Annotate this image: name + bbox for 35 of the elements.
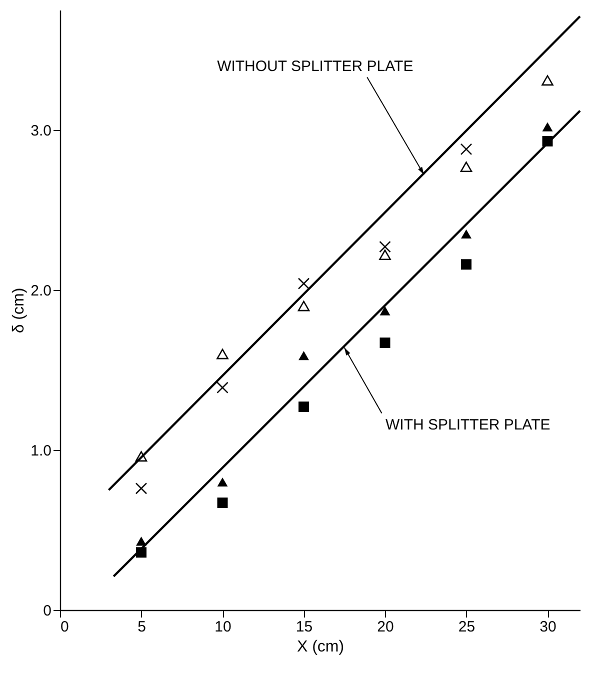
point: [379, 250, 391, 260]
x-tick-label: 20: [377, 618, 394, 636]
point: [460, 143, 472, 156]
x-tick-label: 5: [138, 618, 146, 636]
annotation: WITH SPLITTER PLATE: [386, 416, 550, 434]
y-tick-label: 0: [43, 602, 52, 620]
x-axis-title: X (cm): [296, 638, 344, 656]
point: [542, 122, 553, 132]
point: [216, 348, 228, 360]
point: [298, 402, 309, 412]
y-axis-title: δ (cm): [10, 288, 28, 334]
point: [135, 482, 148, 494]
point: [135, 451, 148, 462]
x-tick-label: 15: [296, 618, 313, 636]
y-tick-label: 2.0: [30, 282, 52, 300]
x-tick-label: 25: [458, 618, 476, 636]
annotation: WITHOUT SPLITTER PLATE: [217, 58, 414, 75]
point: [379, 240, 391, 253]
point: [217, 498, 228, 508]
point: [380, 338, 390, 348]
point: [460, 162, 472, 172]
point: [298, 300, 310, 312]
y-tick-label: 1.0: [30, 442, 52, 460]
point: [217, 477, 228, 487]
x-tick-label: 30: [540, 618, 556, 636]
point: [216, 382, 228, 394]
point: [461, 259, 472, 270]
x-tick-label: 10: [214, 618, 232, 636]
point: [298, 278, 310, 290]
point: [461, 229, 472, 239]
point: [542, 75, 554, 86]
point: [298, 351, 309, 360]
point: [380, 306, 390, 316]
y-tick-label: 3.0: [30, 122, 52, 140]
x-tick-label: 0: [60, 618, 69, 636]
